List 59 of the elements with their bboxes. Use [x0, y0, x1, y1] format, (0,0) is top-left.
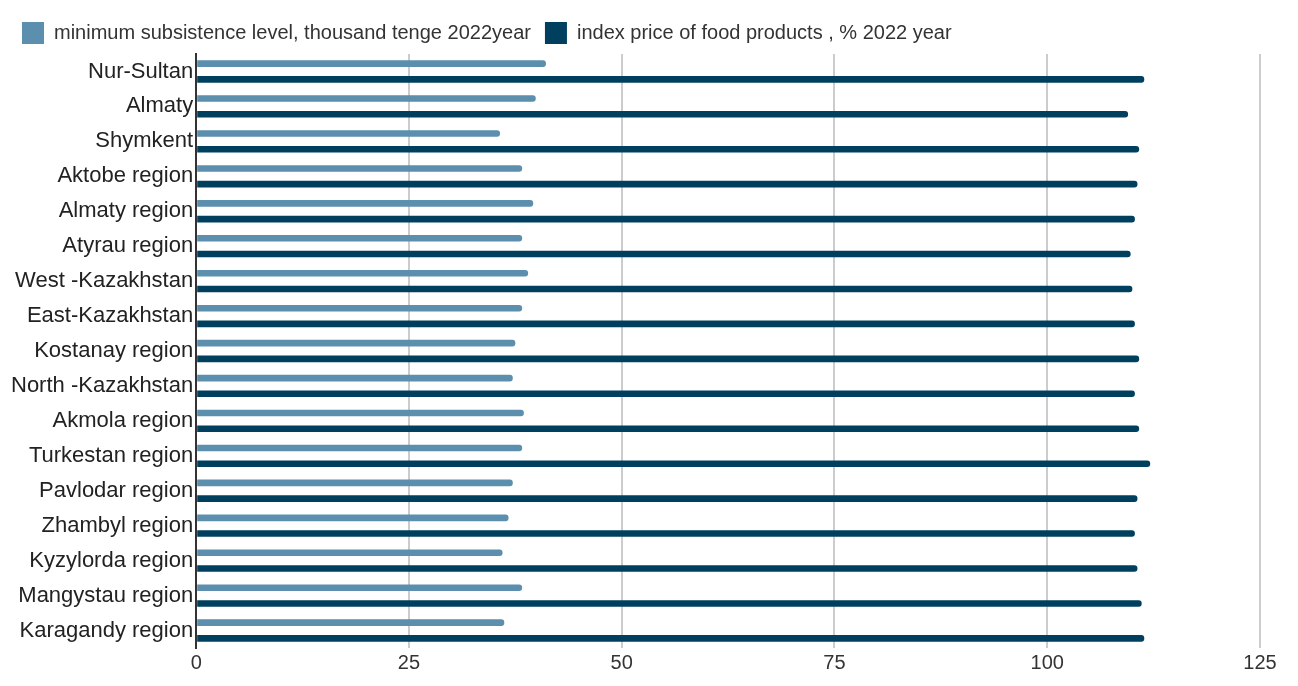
y-tick-label: Pavlodar region [39, 476, 194, 502]
y-tick-label: East-Kazakhstan [26, 302, 194, 328]
x-tick-label: 50 [610, 650, 633, 673]
bar [197, 584, 523, 592]
bar [197, 600, 1142, 607]
y-tick-label: Akmola region [52, 406, 194, 432]
y-tick-label: Mangystau region [18, 581, 194, 607]
x-tick-label: 25 [397, 650, 421, 673]
bar [197, 390, 1135, 398]
bar [197, 165, 523, 172]
bar [197, 460, 1151, 467]
x-tick-label: 75 [823, 650, 846, 673]
bar [197, 110, 1129, 118]
y-tick-label: Nur-Sultan [88, 57, 194, 83]
y-tick-label: Aktobe region [57, 162, 194, 188]
y-tick-label: Almaty region [58, 197, 194, 223]
bar [197, 76, 1145, 83]
bar [197, 339, 516, 347]
bar [197, 285, 1133, 293]
bar [197, 409, 524, 417]
y-tick-label: Turkestan region [28, 441, 194, 467]
bar [197, 130, 501, 137]
y-tick-label: Shymkent [95, 127, 194, 153]
y-tick-label: North -Kazakhstan [11, 372, 194, 397]
bar [197, 355, 1140, 363]
bar [197, 250, 1131, 258]
bar [197, 619, 505, 626]
bar [197, 320, 1135, 328]
bar [197, 235, 523, 242]
legend-label: index price of food products , % 2022 year [576, 20, 952, 43]
bar [197, 200, 534, 207]
y-tick-label: Zhambyl region [41, 511, 194, 537]
legend-label: minimum subsistence level, thousand tenge 2022year [54, 20, 532, 43]
x-tick-label: 100 [1030, 650, 1064, 673]
y-tick-label: Karagandy region [19, 616, 194, 642]
bar [197, 95, 536, 102]
bar [197, 145, 1140, 153]
bar [197, 514, 509, 522]
bar [197, 444, 523, 452]
y-tick-label: West -Kazakhstan [15, 267, 194, 293]
bar [197, 549, 503, 557]
bar [197, 565, 1138, 572]
y-tick-label: Kostanay region [34, 337, 194, 363]
x-tick-label: 0 [190, 650, 202, 673]
bar [197, 180, 1138, 188]
bar [197, 530, 1135, 537]
bar [197, 60, 546, 67]
x-tick-label: 125 [1243, 650, 1277, 673]
y-tick-label: Atyrau region [62, 232, 194, 258]
bar [197, 635, 1145, 642]
bar [197, 215, 1135, 223]
bar [197, 425, 1140, 433]
bar [197, 304, 523, 312]
y-tick-label: Almaty [125, 92, 194, 118]
bar [197, 479, 513, 487]
y-tick-label: Kyzylorda region [29, 546, 194, 572]
bar [197, 374, 513, 382]
bar [197, 495, 1138, 502]
bar [197, 269, 529, 277]
